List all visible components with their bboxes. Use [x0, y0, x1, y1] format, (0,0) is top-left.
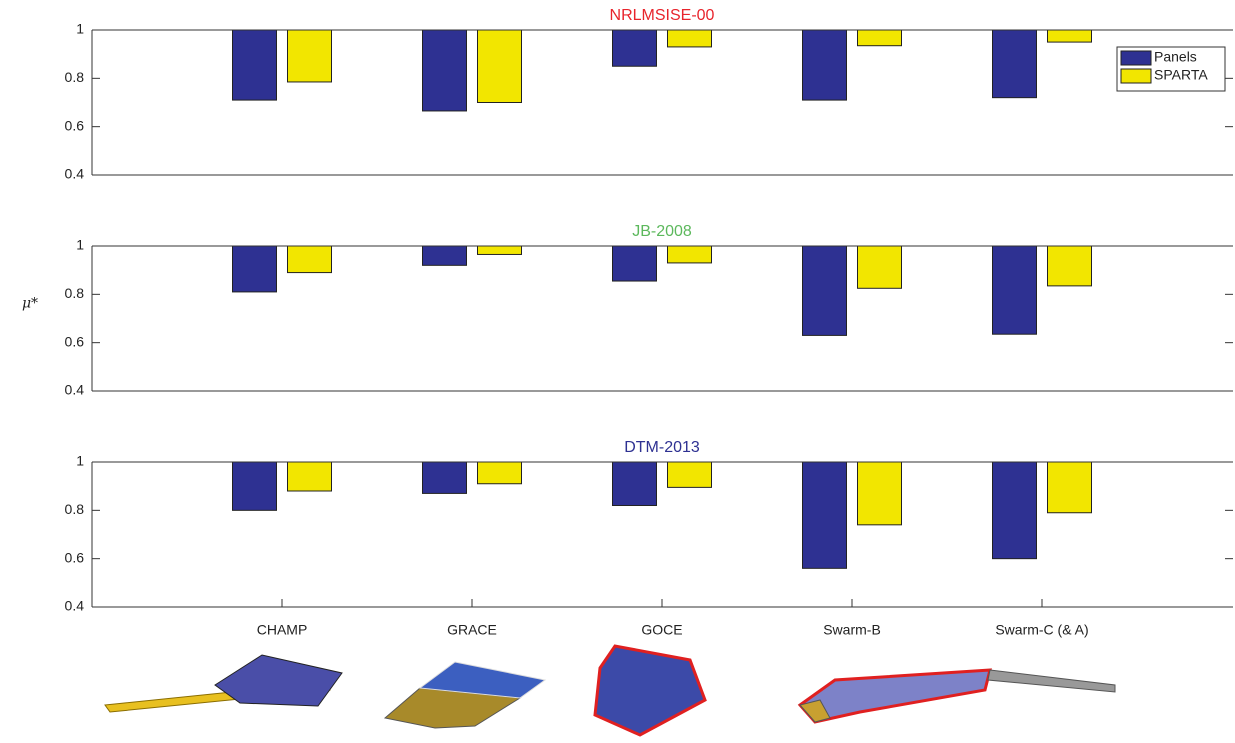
bar: [857, 29, 902, 47]
bar: [287, 461, 332, 492]
chart-title: NRLMSISE-00: [610, 7, 715, 24]
bar: [1047, 461, 1092, 514]
legend-swatch: [1120, 68, 1152, 84]
y-tick-label: 0.8: [65, 285, 85, 301]
bar: [422, 461, 467, 494]
y-tick-label: 1: [76, 237, 84, 253]
bar: [857, 461, 902, 526]
y-tick-label: 0.8: [65, 69, 85, 85]
bar: [667, 29, 712, 48]
x-tick-label: GOCE: [641, 622, 682, 638]
bar: [802, 29, 847, 101]
y-tick-label: 0.4: [65, 382, 85, 398]
y-tick-label: 0.4: [65, 598, 85, 614]
x-tick-label: GRACE: [447, 622, 497, 638]
bar: [612, 461, 657, 506]
satellite-illustrations: [104, 644, 1116, 737]
bar: [612, 245, 657, 282]
bar: [992, 29, 1037, 99]
bar: [232, 245, 277, 293]
bar: [1047, 29, 1092, 43]
y-tick-label: 0.6: [65, 333, 85, 349]
bar: [477, 29, 522, 103]
legend: Panels SPARTA: [1116, 46, 1226, 92]
y-tick-label: 1: [76, 21, 84, 37]
bar: [232, 29, 277, 101]
bar: [287, 245, 332, 274]
bar: [287, 29, 332, 83]
bar: [232, 461, 277, 511]
y-tick-label: 0.6: [65, 549, 85, 565]
bar: [802, 461, 847, 569]
chart-title: JB-2008: [632, 223, 692, 240]
bar: [802, 245, 847, 336]
bar: [422, 29, 467, 112]
bar: [992, 461, 1037, 560]
bar: [857, 245, 902, 289]
bar: [612, 29, 657, 67]
chart-title: DTM-2013: [624, 439, 700, 456]
legend-label: Panels: [1154, 49, 1197, 65]
bar: [992, 245, 1037, 335]
bar: [422, 245, 467, 266]
y-axis-label: μ*: [22, 296, 38, 312]
y-tick-label: 0.6: [65, 117, 85, 133]
y-tick-label: 0.8: [65, 501, 85, 517]
bar: [477, 245, 522, 255]
legend-label: SPARTA: [1154, 67, 1208, 83]
x-tick-label: Swarm-B: [823, 622, 881, 638]
bar: [1047, 245, 1092, 287]
legend-swatch: [1120, 50, 1152, 66]
bar: [667, 245, 712, 264]
x-tick-label: CHAMP: [257, 622, 308, 638]
y-tick-label: 0.4: [65, 166, 85, 182]
x-tick-label: Swarm-C (& A): [995, 622, 1088, 638]
bar: [667, 461, 712, 488]
y-tick-label: 1: [76, 453, 84, 469]
bar: [477, 461, 522, 485]
